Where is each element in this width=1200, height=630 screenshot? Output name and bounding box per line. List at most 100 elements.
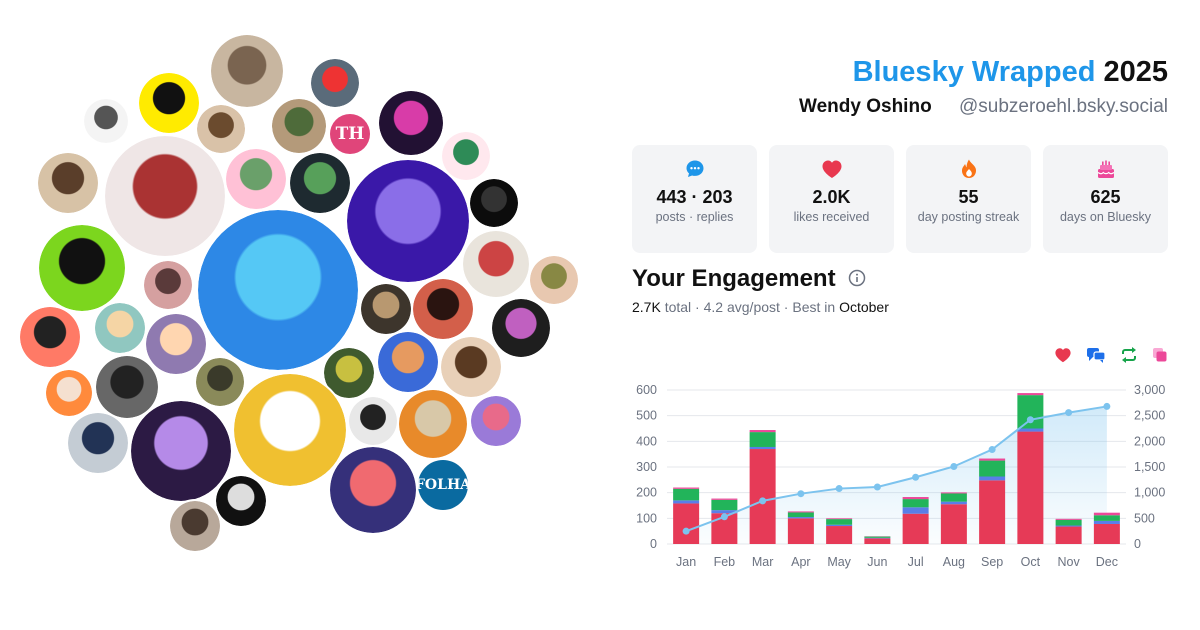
bar-segment — [979, 476, 1006, 481]
bar-segment — [1093, 515, 1120, 521]
engagement-summary: 2.7K total · 4.2 avg/post · Best in Octo… — [632, 299, 889, 315]
stat-label: days on Bluesky — [1059, 210, 1152, 224]
bar-segment — [979, 460, 1006, 477]
cumulative-area — [686, 406, 1107, 544]
cumulative-point — [873, 483, 881, 491]
x-tick-label: Aug — [943, 555, 965, 569]
cumulative-point — [759, 497, 767, 505]
cumulative-point — [988, 446, 996, 454]
y-tick-label: 500 — [636, 409, 657, 423]
avatar — [379, 91, 443, 155]
bar-segment — [1017, 428, 1044, 432]
flame-icon — [906, 159, 1031, 179]
bar-segment — [1017, 395, 1044, 429]
best-month-prefix: Best in — [792, 299, 836, 315]
bar-segment — [940, 493, 967, 502]
heart-icon[interactable] — [1054, 347, 1072, 363]
avatar — [197, 105, 245, 153]
bar-segment — [864, 538, 891, 544]
heart-icon — [769, 159, 894, 179]
engagement-chart: 0 100 200 300 400 500 600 0 500 1,000 1,500 2,000 2,… — [636, 383, 1165, 569]
bar-segment — [1017, 431, 1044, 544]
bar-segment — [979, 458, 1006, 461]
speech-bubble-icon — [632, 159, 757, 179]
avatar — [46, 370, 92, 416]
y2-tick-label: 3,000 — [1134, 383, 1165, 397]
avatar — [38, 153, 98, 213]
avatar — [330, 447, 416, 533]
bar-segment — [979, 480, 1006, 544]
bar-segment — [864, 537, 891, 539]
cake-icon — [1043, 159, 1168, 179]
bar-segment — [864, 536, 891, 538]
avatar-cloud: TH FOLHA — [20, 35, 578, 551]
avatar — [39, 225, 125, 311]
engagement-avg: 4.2 avg/post — [703, 299, 780, 315]
bar-segment — [711, 498, 738, 500]
stat-card-likes: 2.0K likes received — [769, 145, 894, 253]
bar-segment — [1093, 520, 1120, 524]
bar-segment — [673, 500, 700, 504]
x-tick-label: Dec — [1096, 555, 1118, 569]
y-tick-label: 600 — [636, 383, 657, 397]
user-handle: @subzeroehl.bsky.social — [958, 96, 1168, 117]
avatar — [347, 160, 469, 282]
bar-segment — [787, 517, 814, 519]
avatar — [96, 356, 158, 418]
repost-icon[interactable] — [1120, 347, 1138, 363]
avatar-badge-label: FOLHA — [418, 477, 468, 493]
page-title: Bluesky Wrapped 2025 — [853, 56, 1168, 89]
cumulative-point — [1026, 416, 1034, 424]
stats-row: 443 · 203 posts · replies 2.0K likes rec… — [632, 145, 1168, 253]
cumulative-point — [950, 462, 958, 470]
bar-segment — [940, 501, 967, 505]
bar-segment — [787, 511, 814, 513]
stat-value: 625 — [1090, 187, 1121, 207]
bar-segment — [787, 512, 814, 518]
stat-card-days: 625 days on Bluesky — [1043, 145, 1168, 253]
bar-segment — [1055, 519, 1082, 526]
chart-legend — [1054, 347, 1168, 363]
x-tick-label: Nov — [1058, 555, 1081, 569]
bar-segment — [749, 449, 776, 544]
bar-segment — [1055, 518, 1082, 520]
quote-icon[interactable] — [1152, 347, 1168, 363]
stat-value: 55 — [958, 187, 979, 207]
avatar — [226, 149, 286, 209]
bar-segment — [826, 518, 853, 520]
bar-segment — [902, 499, 929, 508]
info-icon[interactable] — [848, 266, 866, 294]
display-name: Wendy Oshino — [799, 96, 932, 117]
year-label: 2025 — [1103, 56, 1168, 88]
best-month: October — [839, 299, 889, 315]
avatar — [470, 179, 518, 227]
cumulative-point — [682, 527, 690, 535]
y-tick-label: 0 — [650, 537, 657, 551]
brand-title: Bluesky Wrapped — [852, 56, 1096, 88]
bar-segment — [673, 488, 700, 501]
x-tick-label: Sep — [981, 555, 1003, 569]
y2-tick-label: 1,000 — [1134, 486, 1165, 500]
reply-icon[interactable] — [1086, 347, 1106, 363]
avatar — [131, 401, 231, 501]
bar-segment — [1093, 512, 1120, 516]
y-tick-label: 100 — [636, 511, 657, 525]
wrapped-panel: Bluesky Wrapped 2025 Wendy Oshino @subze… — [632, 0, 1168, 630]
avatar — [349, 397, 397, 445]
avatar-badge: FOLHA — [418, 460, 468, 510]
avatar — [234, 374, 346, 486]
cumulative-point — [797, 490, 805, 498]
avatar — [198, 210, 358, 370]
stat-value: 443 · 203 — [656, 187, 733, 207]
avatar — [146, 314, 206, 374]
avatar — [196, 358, 244, 406]
avatar — [311, 59, 359, 107]
avatar-badge-label: TH — [335, 124, 365, 144]
cumulative-point — [1065, 409, 1073, 417]
x-tick-label: Jan — [676, 555, 696, 569]
stat-label: posts · replies — [655, 210, 734, 224]
avatar — [399, 390, 467, 458]
avatar — [413, 279, 473, 339]
cumulative-point — [835, 485, 843, 493]
avatar — [84, 99, 128, 143]
